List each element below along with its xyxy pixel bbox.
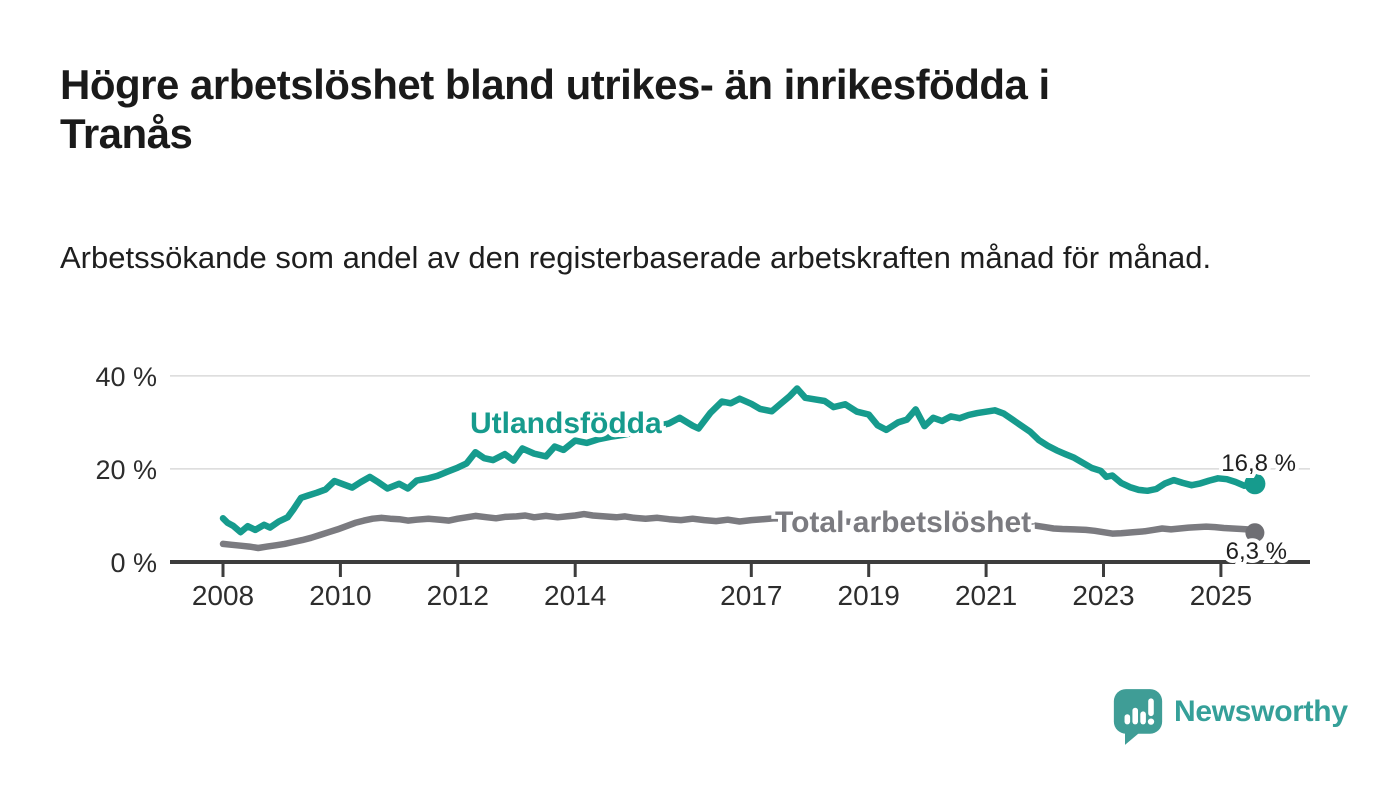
series-line-1	[219, 510, 1259, 552]
x-axis-tick-label: 2021	[955, 580, 1017, 611]
page-title: Högre arbetslöshet bland utrikes- än inr…	[60, 61, 1050, 158]
x-axis-tick-label: 2023	[1072, 580, 1134, 611]
x-axis-tick-label: 2025	[1190, 580, 1252, 611]
series-end-value-label-1: 6,3 %	[1226, 538, 1287, 565]
x-axis-tick-label: 2012	[427, 580, 489, 611]
x-axis-tick-label: 2014	[544, 580, 606, 611]
series-end-value-label-0: 16,8 %	[1221, 450, 1296, 477]
logo-bars	[1124, 698, 1155, 725]
x-axis-tick-label: 2019	[838, 580, 900, 611]
brand-name: Newsworthy	[1174, 695, 1348, 728]
page-subtitle: Arbetssökande som andel av den registerb…	[60, 240, 1212, 275]
newsworthy-brand: Newsworthy	[1112, 687, 1348, 747]
newsworthy-logo-icon	[1113, 689, 1163, 745]
x-axis-tick-label: 2010	[309, 580, 371, 611]
series-end-dot-1	[1245, 523, 1265, 543]
series-name-label-1: Total arbetslöshet	[775, 506, 1031, 539]
y-axis-tick-label: 20 %	[95, 455, 157, 485]
series-line-0	[219, 385, 1259, 536]
y-axis-tick-label: 0 %	[110, 548, 157, 578]
series-name-label-0: Utlandsfödda	[470, 407, 662, 440]
x-axis-tick-label: 2017	[720, 580, 782, 611]
series-end-dot-0	[1244, 473, 1266, 495]
y-axis-tick-label: 40 %	[95, 362, 157, 392]
x-axis-tick-label: 2008	[192, 580, 254, 611]
